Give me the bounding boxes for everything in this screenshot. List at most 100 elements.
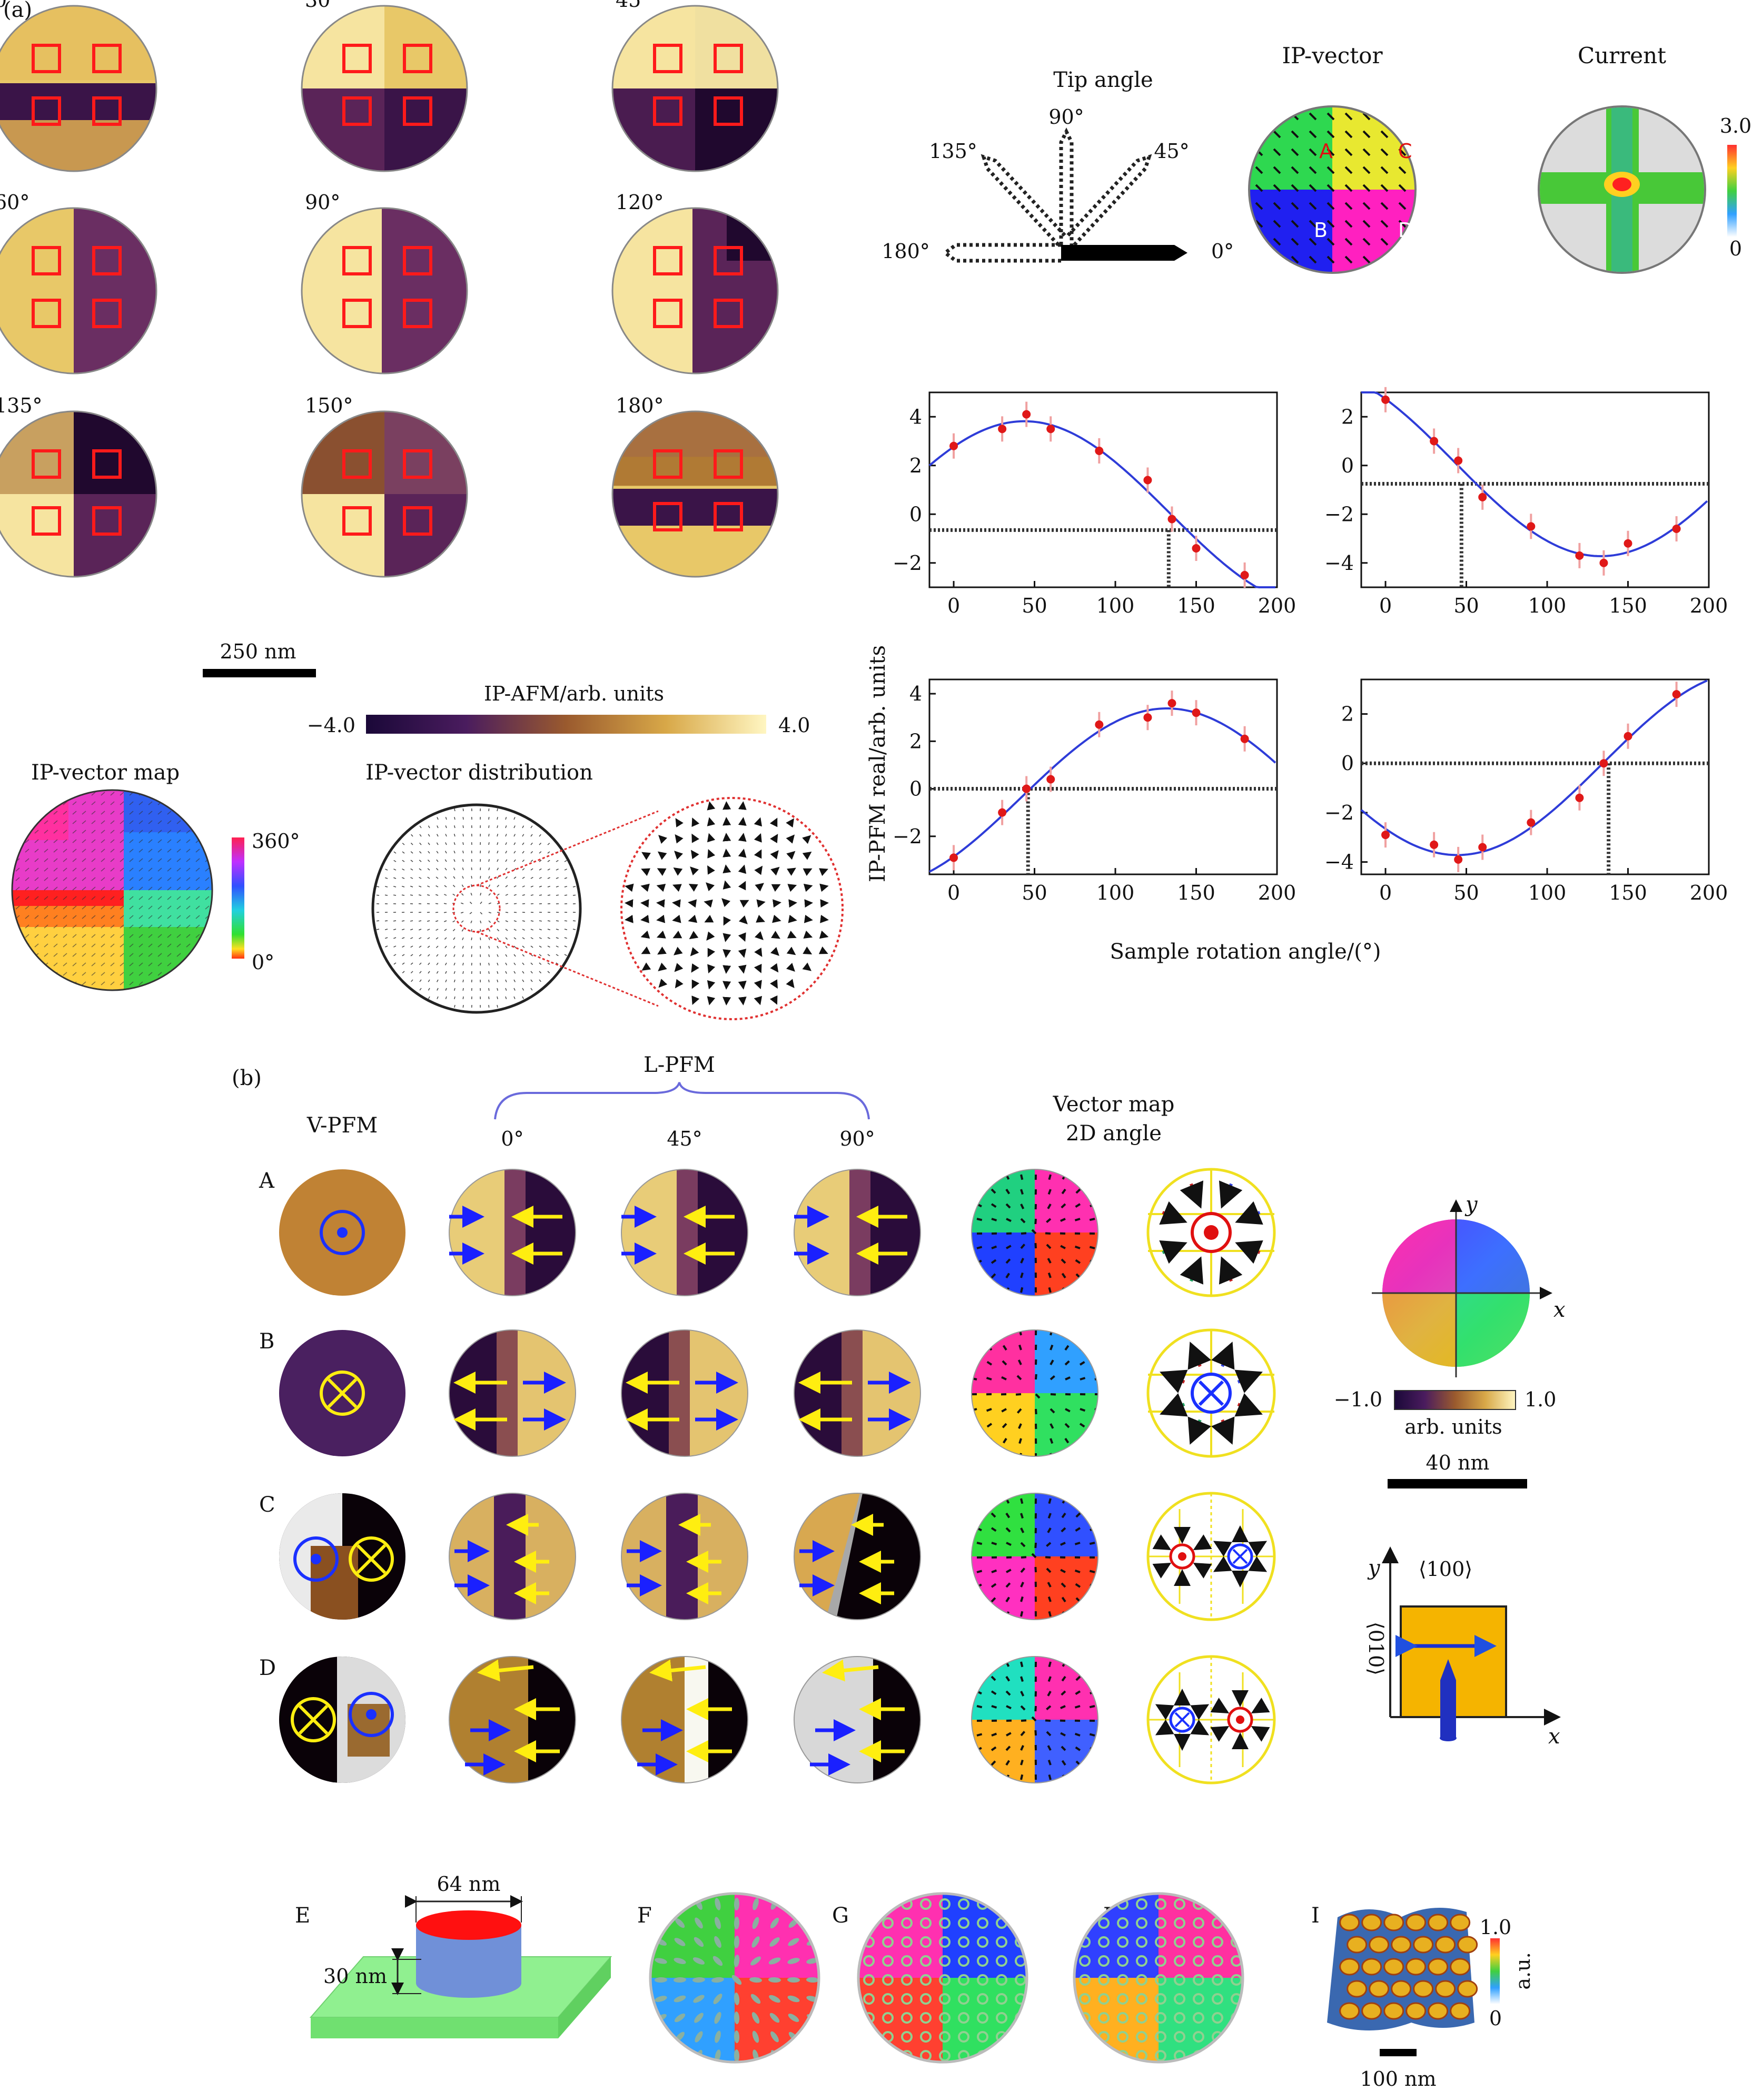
vector-arrow: [1344, 130, 1353, 139]
vector-arrow: [1327, 220, 1335, 228]
y-tick-label: 2: [909, 454, 922, 477]
roi-square: [32, 96, 61, 126]
header-vec1: Vector map: [1053, 1092, 1175, 1117]
panel-a-label: (a): [3, 0, 32, 22]
vector-arrow: [1380, 184, 1389, 192]
vector-arrow: [1309, 255, 1317, 264]
vpfm-disc: [279, 1657, 405, 1783]
roi-square: [653, 502, 682, 531]
scalebar-250-label: 250 nm: [220, 640, 296, 663]
vector-arrow: [1380, 130, 1389, 139]
roi-square: [342, 246, 372, 275]
y-tick-label: −4: [1324, 551, 1354, 575]
out-of-plane-up-icon: [320, 1210, 365, 1255]
x-tick-label: 50: [1022, 881, 1047, 904]
data-point: [1527, 818, 1536, 827]
orient-y: y: [1367, 1556, 1381, 1580]
vector-disc-H: [1073, 1892, 1244, 2064]
b-colorbar-unit: arb. units: [1404, 1415, 1502, 1438]
data-point: [1095, 447, 1104, 455]
roi-square: [653, 96, 682, 126]
data-point: [1672, 525, 1681, 533]
x-tick-label: 200: [1690, 594, 1728, 617]
y-tick-label: 2: [1341, 405, 1354, 428]
row-label: B: [259, 1329, 274, 1354]
roi-square: [342, 299, 372, 328]
vector-arrow: [1273, 238, 1281, 246]
ipafm-colorbar-title: IP-AFM/arb. units: [484, 682, 664, 705]
vector-arrow: [1380, 148, 1389, 156]
afm-angle-label: 180°: [616, 394, 664, 417]
i-colorbar: [1490, 1938, 1500, 2004]
vecdist-title: IP-vector distribution: [365, 761, 593, 785]
row-D: D: [259, 1655, 1276, 1784]
vector-arrow: [1309, 184, 1317, 192]
vector-arrow: [1362, 255, 1371, 264]
orient-side: ⟨010⟩: [1364, 1622, 1388, 1675]
vecmap-title: IP-vector map: [31, 761, 180, 785]
vector-arrow: [1344, 220, 1353, 228]
vector-arrow: [1398, 130, 1407, 139]
vector-arrow: [1398, 220, 1407, 228]
afm-map-8: 180°: [611, 394, 779, 578]
data-point: [1599, 558, 1608, 567]
tip-45-label: 45°: [1154, 140, 1189, 163]
chart-1: 0 50 100 150 200 2 0 −2 −4: [1324, 387, 1728, 617]
vector-arrow: [1380, 202, 1389, 210]
vector-arrow: [1309, 202, 1317, 210]
x-tick-label: 200: [1690, 881, 1728, 904]
data-point: [1454, 456, 1463, 465]
afm-map-7: 150°: [301, 394, 468, 578]
wheel-x-label: x: [1553, 1298, 1566, 1322]
roi-square: [342, 506, 372, 536]
y-tick-label: 0: [1341, 752, 1354, 775]
x-tick-label: 50: [1453, 881, 1479, 904]
data-point: [1167, 515, 1176, 524]
data-point: [1046, 775, 1055, 784]
vector-arrow: [1327, 112, 1335, 121]
vector-arrow: [1273, 112, 1281, 121]
i-scalebar-label: 100 nm: [1360, 2067, 1436, 2091]
x-tick-label: 50: [1022, 594, 1047, 617]
data-point: [1143, 476, 1152, 485]
vector-arrow: [1291, 166, 1299, 174]
data-point: [1022, 784, 1031, 793]
vector-arrow: [1291, 184, 1299, 192]
data-point: [1381, 831, 1390, 840]
vector-arrow: [1255, 238, 1263, 246]
y-tick-label: 0: [909, 502, 922, 526]
roi-square: [653, 449, 682, 479]
vector-arrow: [1380, 166, 1389, 174]
row-label: C: [259, 1493, 275, 1517]
afm-map-1: 30°: [301, 0, 468, 172]
vector-map-disc: [972, 1493, 1098, 1620]
charts-xlabel: Sample rotation angle/(°): [1110, 940, 1381, 964]
vector-arrow: [1309, 112, 1317, 121]
b-colorbar: [1394, 1390, 1516, 1410]
row-label: D: [259, 1656, 276, 1680]
roi-square: [92, 246, 122, 275]
data-point: [949, 853, 958, 862]
afm-map-2: 45°: [611, 0, 779, 172]
vector-arrow: [1398, 112, 1407, 121]
vector-arrow: [1344, 148, 1353, 156]
roi-square: [653, 299, 682, 328]
b-scalebar: [1388, 1479, 1527, 1488]
chart-frame: [1360, 678, 1710, 875]
ipv-label-b: B: [1314, 219, 1328, 242]
dim-width: 64 nm: [437, 1872, 501, 1896]
panel-b-label: (b): [232, 1066, 262, 1090]
current-title: Current: [1578, 43, 1666, 68]
y-tick-label: −2: [893, 825, 922, 848]
ipafm-colorbar: [366, 715, 766, 734]
tip-0: [1061, 245, 1187, 261]
vector-arrow: [1309, 130, 1317, 139]
current-colorbar: [1727, 145, 1737, 237]
vector-disc-G: [857, 1892, 1028, 2064]
x-tick-label: 200: [1258, 881, 1296, 904]
y-tick-label: −2: [1324, 502, 1354, 526]
tip-180: [942, 243, 1061, 263]
wheel-y-label: y: [1464, 1192, 1478, 1217]
vector-arrow: [1380, 112, 1389, 121]
